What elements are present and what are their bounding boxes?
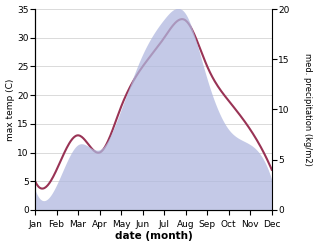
Y-axis label: max temp (C): max temp (C)	[5, 78, 15, 141]
X-axis label: date (month): date (month)	[114, 231, 192, 242]
Y-axis label: med. precipitation (kg/m2): med. precipitation (kg/m2)	[303, 53, 313, 166]
